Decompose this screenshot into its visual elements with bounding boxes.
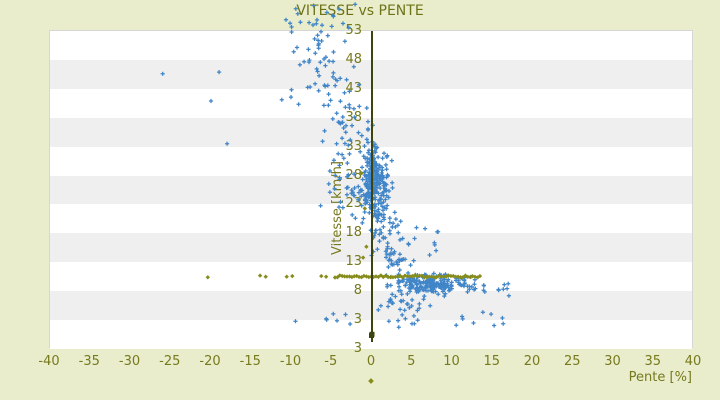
y-tick-label: 33 xyxy=(345,138,362,154)
x-tick-label: 10 xyxy=(443,354,460,369)
y-tick-label: 48 xyxy=(345,51,362,67)
x-tick-label: -25 xyxy=(159,354,181,369)
y-tick-label: 18 xyxy=(345,225,362,241)
x-tick-label: 15 xyxy=(483,354,501,369)
y-tick-label: 3 xyxy=(353,312,362,328)
y-axis-line xyxy=(371,31,373,342)
x-axis-tick-labels: -40 -35 -30 -25 -20 -15 -10 -5 0 5 10 15 20 25 30 35 40 xyxy=(0,354,720,372)
x-tick-label: 5 xyxy=(407,354,416,369)
x-tick-label: 30 xyxy=(604,354,621,369)
x-tick-label: -15 xyxy=(239,354,261,369)
y-tick-label: 8 xyxy=(353,283,362,299)
pente-diamond-line xyxy=(205,171,483,280)
plot-area: 53 48 43 38 33 28 23 18 13 8 3 3 Vitesse [km/h] xyxy=(49,2,693,356)
y-tick-label: 53 xyxy=(345,23,362,38)
x-tick-label: -10 xyxy=(279,354,302,369)
chart-title: VITESSE vs PENTE xyxy=(296,3,424,19)
x-tick-label: -20 xyxy=(199,354,221,369)
x-tick-label: 25 xyxy=(563,354,581,369)
x-tick-label: -30 xyxy=(118,354,141,369)
x-tick-label: 0 xyxy=(366,354,376,369)
axis-square-marker xyxy=(369,333,374,338)
x-tick-label: 40 xyxy=(684,354,702,369)
x-tick-label: -40 xyxy=(38,354,60,369)
y-tick-label: 3 xyxy=(353,341,362,356)
x-tick-label: -5 xyxy=(324,354,338,369)
x-tick-label: -35 xyxy=(78,354,100,369)
below-axis-diamond-icon xyxy=(368,378,374,384)
vitesse-points xyxy=(160,2,511,330)
x-tick-label: 20 xyxy=(523,354,541,369)
y-tick-label: 13 xyxy=(345,254,362,270)
x-axis-title: Pente [%] xyxy=(628,370,692,385)
x-tick-label: 35 xyxy=(644,354,662,369)
